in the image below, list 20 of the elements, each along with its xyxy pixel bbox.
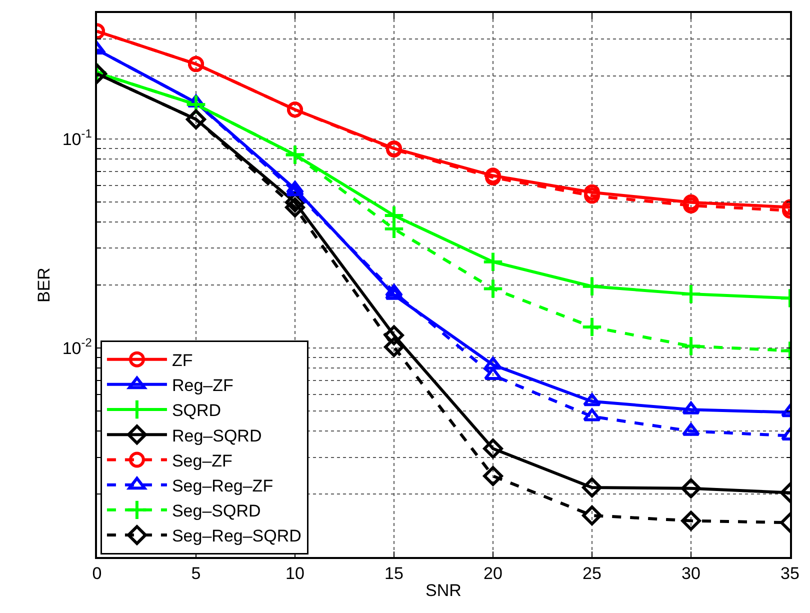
y-axis-title: BER [34, 268, 54, 302]
legend-label: Seg–Reg–ZF [172, 476, 274, 496]
x-tick-label: 25 [582, 564, 602, 584]
legend-label: Seg–SQRD [172, 502, 261, 521]
x-tick-label: 5 [191, 564, 201, 584]
legend-label: Seg–ZF [172, 451, 232, 470]
x-tick-label: 20 [484, 564, 502, 584]
y-tick-label: 10$^{-1}$ [62, 126, 92, 149]
x-tick-label: 35 [780, 564, 800, 584]
x-axis-title: SNR [426, 581, 462, 600]
x-tick-label: 15 [384, 564, 404, 584]
y-tick-label: 10$^{-2}$ [62, 336, 92, 358]
legend-label: Seg–Reg–SQRD [172, 526, 302, 546]
legend-label: ZF [172, 350, 193, 370]
legend-label: Reg–SQRD [172, 426, 262, 446]
legend-label: SQRD [172, 401, 222, 420]
x-tick-label: 30 [682, 564, 700, 584]
legend-label: Reg–ZF [172, 376, 234, 396]
x-tick-label: 10 [286, 564, 304, 584]
x-tick-label: 0 [92, 564, 102, 584]
